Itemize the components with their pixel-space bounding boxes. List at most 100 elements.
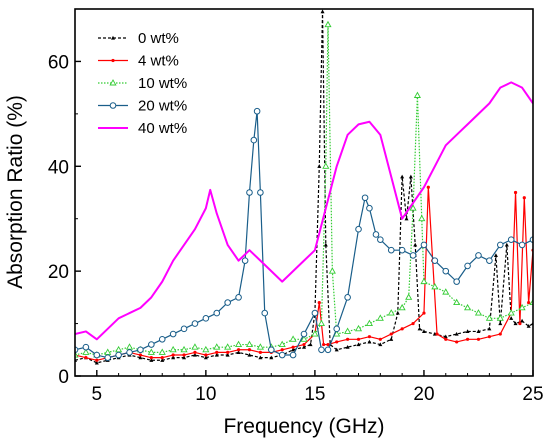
data-point	[138, 353, 143, 357]
data-point	[354, 324, 363, 332]
data-point	[422, 311, 426, 315]
legend-label: 40 wt%	[138, 120, 187, 137]
data-point	[376, 314, 384, 321]
data-point	[125, 343, 134, 350]
data-point	[522, 196, 526, 200]
data-point	[426, 185, 430, 189]
x-tick-label: 5	[92, 384, 103, 405]
data-point	[235, 340, 243, 347]
data-point	[147, 348, 155, 355]
data-point	[324, 20, 332, 28]
data-point	[267, 346, 275, 354]
data-point	[148, 341, 155, 348]
data-point	[158, 336, 166, 343]
data-point	[409, 204, 417, 211]
data-point	[476, 337, 481, 341]
legend: 0 wt% 4 wt% 10 wt% 20 wt% 40 wt%	[98, 30, 187, 137]
legend-item: 10 wt%	[98, 75, 187, 92]
data-point	[180, 325, 188, 333]
x-axis-title: Frequency (GHz)	[223, 415, 384, 438]
y-axis-title: Absorption Ratio (%)	[4, 95, 27, 289]
data-point	[323, 242, 328, 247]
data-point	[421, 329, 426, 334]
data-point	[224, 343, 232, 350]
data-point	[387, 309, 395, 316]
data-point	[115, 345, 123, 353]
data-point	[504, 242, 509, 247]
data-point	[247, 348, 252, 352]
data-point	[335, 340, 339, 344]
data-point	[465, 329, 470, 334]
data-point	[250, 136, 258, 144]
data-point	[400, 327, 404, 331]
data-point	[377, 236, 384, 243]
data-point	[442, 267, 450, 275]
data-point	[82, 343, 90, 351]
data-point	[344, 294, 351, 301]
data-point	[311, 309, 319, 317]
data-point	[171, 353, 175, 357]
data-point	[507, 236, 515, 243]
data-point	[169, 345, 177, 353]
series-40-wt	[75, 81, 533, 341]
data-point	[454, 331, 459, 336]
legend-item: 20 wt%	[98, 98, 187, 115]
data-point	[204, 353, 208, 357]
data-point	[328, 267, 336, 274]
data-point	[182, 353, 186, 357]
data-point	[476, 329, 481, 334]
data-point	[518, 241, 526, 249]
data-point	[149, 356, 153, 360]
data-point	[465, 337, 470, 341]
y-tick-label: 40	[48, 157, 69, 178]
data-point	[291, 347, 296, 352]
legend-item: 40 wt%	[98, 120, 187, 137]
data-point	[498, 321, 503, 326]
x-tick-label: 25	[522, 384, 543, 405]
data-point	[115, 351, 122, 359]
data-point	[311, 330, 319, 337]
data-point	[322, 162, 330, 169]
data-point	[333, 325, 341, 333]
data-point	[269, 355, 274, 360]
legend-label: 20 wt%	[138, 98, 187, 115]
data-point	[378, 342, 383, 347]
data-point	[256, 343, 264, 350]
legend-item: 0 wt%	[98, 30, 179, 47]
data-point	[320, 9, 325, 14]
data-point	[455, 340, 459, 344]
data-point	[398, 246, 406, 254]
data-point	[111, 58, 115, 63]
data-point	[418, 214, 426, 222]
data-point	[346, 337, 350, 341]
legend-item: 4 wt%	[98, 53, 179, 70]
data-point	[443, 334, 448, 339]
data-point	[367, 339, 372, 344]
data-point	[93, 351, 101, 359]
data-point	[361, 194, 369, 202]
data-point	[334, 347, 339, 352]
data-point	[413, 242, 418, 247]
data-point	[345, 344, 350, 349]
y-tick-label: 20	[48, 262, 69, 283]
data-point	[453, 278, 460, 285]
data-point	[180, 345, 188, 353]
data-point	[226, 350, 230, 355]
data-point	[496, 314, 504, 321]
data-point	[420, 277, 428, 285]
data-point	[215, 350, 219, 355]
data-point	[453, 298, 461, 306]
data-point	[137, 346, 144, 354]
data-point	[82, 348, 90, 355]
data-point	[213, 309, 221, 317]
data-point	[95, 358, 99, 362]
data-point	[487, 335, 491, 339]
data-point	[435, 332, 439, 336]
data-point	[171, 355, 176, 360]
data-point	[507, 309, 515, 316]
data-point	[431, 282, 439, 290]
data-point	[278, 351, 286, 359]
data-point	[487, 326, 492, 331]
data-point	[395, 310, 400, 315]
data-point	[191, 320, 199, 327]
